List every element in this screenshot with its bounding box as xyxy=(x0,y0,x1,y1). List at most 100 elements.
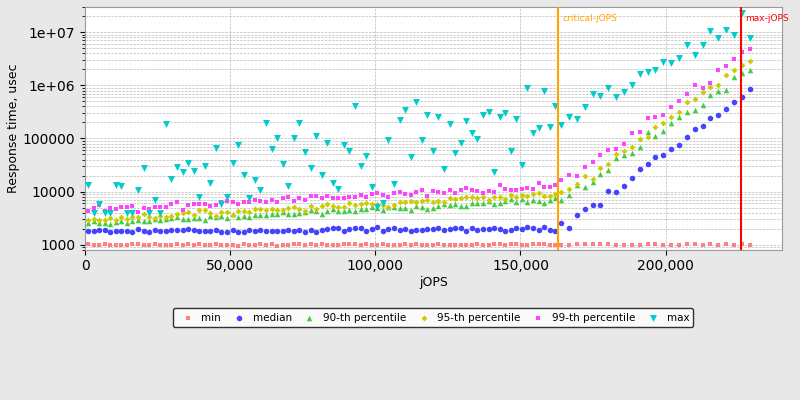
95-th percentile xyxy=(165,212,178,219)
95-th percentile xyxy=(360,200,373,206)
99-th percentile xyxy=(176,207,189,213)
90-th percentile xyxy=(265,210,278,217)
95-th percentile xyxy=(554,188,567,195)
min xyxy=(704,241,717,248)
99-th percentile xyxy=(421,192,434,199)
min xyxy=(377,241,390,248)
max xyxy=(681,42,694,48)
median xyxy=(510,225,522,231)
Text: max-jOPS: max-jOPS xyxy=(746,14,789,22)
median xyxy=(521,224,534,231)
99-th percentile xyxy=(510,187,522,193)
90-th percentile xyxy=(148,216,161,222)
99-th percentile xyxy=(298,197,311,204)
90-th percentile xyxy=(681,109,694,116)
min xyxy=(471,241,484,247)
95-th percentile xyxy=(510,194,522,200)
max xyxy=(93,200,106,207)
median xyxy=(387,225,400,231)
95-th percentile xyxy=(415,198,428,204)
90-th percentile xyxy=(82,220,94,226)
95-th percentile xyxy=(138,211,150,217)
median xyxy=(443,226,456,232)
min xyxy=(349,241,362,248)
90-th percentile xyxy=(578,184,591,190)
95-th percentile xyxy=(371,201,384,207)
min xyxy=(170,241,183,248)
90-th percentile xyxy=(360,206,373,212)
min xyxy=(482,241,495,248)
median xyxy=(665,145,678,152)
median xyxy=(626,175,638,181)
max xyxy=(449,150,462,156)
99-th percentile xyxy=(321,192,334,199)
max xyxy=(641,68,654,75)
95-th percentile xyxy=(688,96,701,102)
95-th percentile xyxy=(410,198,422,205)
min xyxy=(554,242,567,248)
median xyxy=(98,227,111,234)
95-th percentile xyxy=(93,216,106,223)
90-th percentile xyxy=(382,204,395,210)
90-th percentile xyxy=(641,129,654,135)
99-th percentile xyxy=(415,186,428,193)
Text: critical-jOPS: critical-jOPS xyxy=(562,14,618,22)
90-th percentile xyxy=(454,203,467,209)
max xyxy=(238,172,250,178)
99-th percentile xyxy=(159,204,172,210)
99-th percentile xyxy=(110,206,122,212)
95-th percentile xyxy=(215,209,228,215)
min xyxy=(226,242,239,248)
99-th percentile xyxy=(466,186,478,193)
95-th percentile xyxy=(532,190,545,196)
90-th percentile xyxy=(93,220,106,226)
max xyxy=(515,162,528,168)
median xyxy=(735,94,748,100)
90-th percentile xyxy=(287,211,300,218)
min xyxy=(570,241,583,247)
median xyxy=(238,229,250,236)
90-th percentile xyxy=(115,218,128,224)
95-th percentile xyxy=(226,212,239,218)
min xyxy=(515,242,528,248)
90-th percentile xyxy=(377,206,390,213)
max xyxy=(310,133,322,139)
90-th percentile xyxy=(260,212,273,218)
90-th percentile xyxy=(226,211,239,218)
99-th percentile xyxy=(377,192,390,199)
95-th percentile xyxy=(570,181,583,188)
90-th percentile xyxy=(87,218,100,224)
95-th percentile xyxy=(743,58,756,64)
90-th percentile xyxy=(193,215,206,221)
99-th percentile xyxy=(287,198,300,204)
90-th percentile xyxy=(126,218,139,224)
99-th percentile xyxy=(310,193,322,200)
median xyxy=(104,229,117,236)
90-th percentile xyxy=(602,167,614,174)
95-th percentile xyxy=(387,202,400,208)
max xyxy=(132,187,145,194)
median xyxy=(159,228,172,234)
max xyxy=(426,148,439,154)
95-th percentile xyxy=(610,151,622,157)
median xyxy=(538,224,550,231)
95-th percentile xyxy=(712,81,725,88)
99-th percentile xyxy=(426,188,439,194)
median xyxy=(562,225,575,231)
99-th percentile xyxy=(315,195,328,201)
median xyxy=(193,228,206,234)
95-th percentile xyxy=(321,201,334,207)
99-th percentile xyxy=(634,129,646,136)
min xyxy=(265,241,278,248)
90-th percentile xyxy=(282,211,294,217)
min xyxy=(148,241,161,248)
max xyxy=(377,200,390,206)
min xyxy=(421,242,434,249)
95-th percentile xyxy=(432,198,445,204)
median xyxy=(410,227,422,234)
max xyxy=(471,136,484,142)
90-th percentile xyxy=(728,74,741,80)
median xyxy=(460,227,473,234)
95-th percentile xyxy=(121,216,134,222)
min xyxy=(354,242,367,248)
